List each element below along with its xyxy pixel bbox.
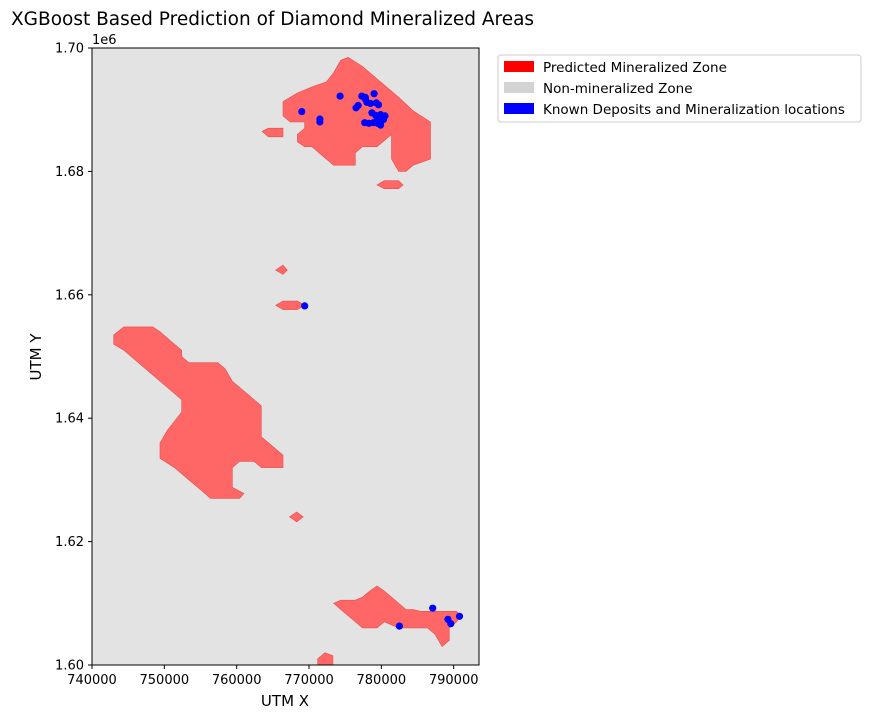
known-deposit-point xyxy=(316,118,324,126)
known-deposit-point xyxy=(429,604,437,612)
legend-frame xyxy=(497,54,862,123)
x-tick-label: 740000 xyxy=(67,673,117,688)
y-offset-label: 1e6 xyxy=(92,33,117,48)
plot-frame xyxy=(91,47,480,666)
y-tick-label: 1.64 xyxy=(55,412,84,427)
legend-swatch-known-deposits xyxy=(504,103,534,114)
y-tick-label: 1.60 xyxy=(55,659,84,674)
known-deposit-point xyxy=(455,612,464,620)
known-deposit-point xyxy=(361,119,369,127)
x-axis-label: UTM X xyxy=(261,692,309,710)
legend-label-known-deposits: Known Deposits and Mineralization locati… xyxy=(543,102,845,118)
y-tick-label: 1.70 xyxy=(55,42,84,57)
x-tick-label: 780000 xyxy=(357,673,407,688)
y-axis-label: UTM Y xyxy=(27,333,45,381)
mineralized-zone-north-west-islet xyxy=(261,127,284,138)
known-deposit-point xyxy=(336,92,344,100)
known-deposit-point xyxy=(447,620,455,628)
y-axis-ticks: 1.60 1.62 1.64 1.66 1.68 1.70 xyxy=(55,42,92,674)
y-tick-label: 1.62 xyxy=(55,535,84,550)
legend-label-non-mineralized: Non-mineralized Zone xyxy=(543,81,693,97)
legend-swatch-mineralized xyxy=(504,61,534,72)
y-tick-label: 1.68 xyxy=(55,165,84,180)
mineralized-zone-central-dot xyxy=(275,264,288,275)
x-tick-label: 790000 xyxy=(429,673,479,688)
chart-title: XGBoost Based Prediction of Diamond Mine… xyxy=(11,9,534,30)
y-tick-label: 1.66 xyxy=(55,288,84,303)
x-tick-label: 770000 xyxy=(284,673,334,688)
legend: Predicted Mineralized Zone Non-mineraliz… xyxy=(497,54,862,123)
known-deposit-point xyxy=(370,90,378,98)
known-deposit-point xyxy=(354,101,362,109)
known-deposit-point xyxy=(374,101,383,109)
x-axis-ticks: 740000 750000 760000 770000 780000 790000 xyxy=(67,665,479,688)
known-deposit-point xyxy=(298,108,306,116)
known-deposit-point xyxy=(366,99,375,108)
known-deposit-point xyxy=(381,112,389,120)
legend-swatch-non-mineralized xyxy=(504,82,534,93)
mineralized-zone-west-zone xyxy=(113,326,284,499)
mineralized-zones xyxy=(113,56,462,666)
mineralized-zone-north-zone xyxy=(282,56,431,172)
known-deposit-point xyxy=(301,302,309,310)
x-tick-label: 750000 xyxy=(140,673,190,688)
mineralized-zone-north-east-islet xyxy=(376,180,404,189)
mineralized-zone-south-islet xyxy=(288,511,304,523)
known-deposit-point xyxy=(395,622,403,630)
legend-label-mineralized: Predicted Mineralized Zone xyxy=(543,60,727,76)
known-deposits xyxy=(298,90,464,630)
x-tick-label: 760000 xyxy=(212,673,262,688)
known-deposit-point xyxy=(377,121,385,129)
